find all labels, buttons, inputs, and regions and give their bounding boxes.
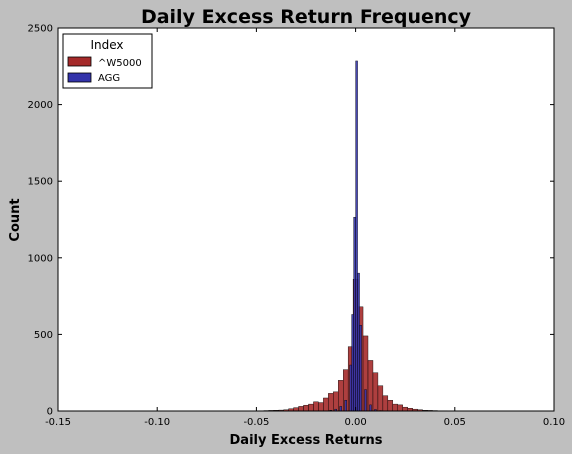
agg-bar-8 [357,272,360,412]
agg-bar-6 [353,216,356,412]
x-tick-label-4: 0.05 [444,417,466,428]
agg-bar-2 [339,406,342,412]
w5000-bar-12 [318,402,324,412]
legend-title: Index [90,38,123,52]
agg-bar-4 [349,364,352,412]
x-tick-label-1: -0.10 [144,417,170,428]
y-tick-label-1: 500 [34,330,53,341]
y-tick-label-2: 1000 [28,253,53,264]
agg-bar-7 [355,60,358,412]
legend-label-w5000: ^W5000 [98,58,142,69]
legend-label-agg: AGG [98,73,120,84]
w5000-bar-22 [367,360,374,412]
w5000-bar-9 [303,404,309,412]
agg-bar-10 [364,389,367,412]
x-tick-label-0: -0.15 [45,417,71,428]
chart-title: Daily Excess Return Frequency [141,6,472,28]
plot-area [58,28,554,411]
y-axis-label: Count [8,198,23,241]
agg-bar-3 [344,400,347,412]
y-tick-label-0: 0 [47,407,53,418]
w5000-bar-8 [298,406,304,412]
plot-frame [57,27,555,412]
w5000-bar-10 [308,403,314,412]
x-tick-label-2: -0.05 [243,417,269,428]
x-tick-label-3: 0.00 [344,417,366,428]
y-tick-label-4: 2000 [28,100,53,111]
w5000-bar-25 [382,395,389,412]
w5000-bar-11 [313,401,319,412]
legend: Index ^W5000 AGG [62,33,153,89]
w5000-bar-28 [397,404,403,412]
w5000-bar-23 [372,372,379,412]
y-tick-label-3: 1500 [28,177,53,188]
agg-bar-5 [351,314,354,412]
w5000-bar-24 [377,385,384,412]
legend-swatch-w5000 [67,56,92,67]
w5000-bar-15 [333,391,339,412]
w5000-bar-26 [387,400,393,412]
w5000-bar-13 [323,397,329,412]
w5000-bar-29 [402,406,408,412]
axis-ticks: -0.15 -0.10 -0.05 0.00 0.05 0.10 0 500 1000 1500 2… [28,24,566,429]
x-tick-label-5: 0.10 [543,417,565,428]
x-axis-label: Daily Excess Returns [230,433,383,448]
agg-bar-9 [359,325,362,412]
y-tick-label-5: 2500 [28,24,53,35]
agg-bar-11 [369,404,372,412]
w5000-bar-14 [328,393,334,412]
legend-swatch-agg [67,72,92,83]
w5000-bar-27 [392,403,398,412]
w5000-bar-7 [293,407,299,412]
